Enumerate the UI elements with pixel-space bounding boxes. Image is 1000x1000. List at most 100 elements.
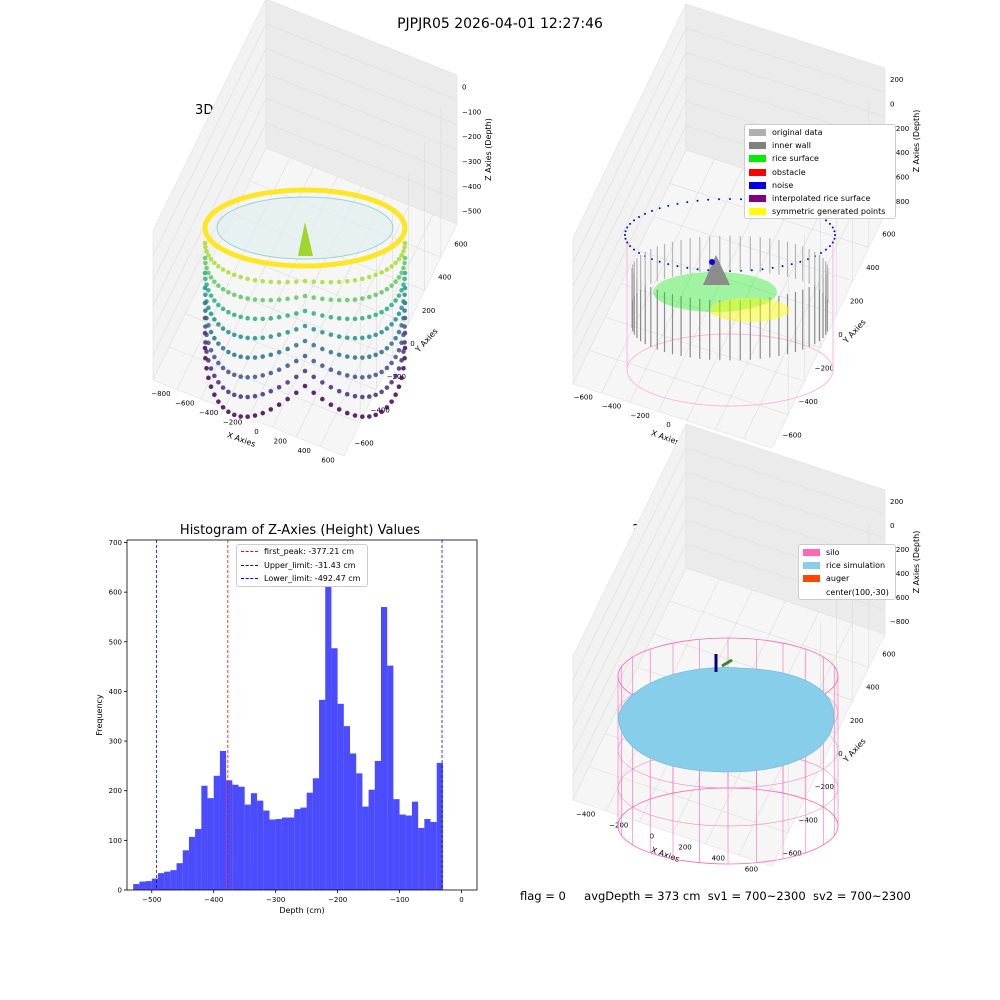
data-point	[320, 329, 325, 335]
data-point	[360, 276, 365, 282]
data-point	[399, 288, 404, 293]
data-point	[202, 330, 208, 336]
data-point	[384, 405, 390, 410]
histogram-bar	[337, 703, 344, 890]
histogram-bar	[300, 807, 307, 890]
data-point	[231, 372, 237, 378]
histogram-bar	[331, 648, 338, 890]
histogram-bar	[312, 778, 320, 890]
center-cone	[703, 255, 730, 285]
grid-line	[152, 48, 267, 281]
data-point	[212, 298, 217, 303]
data-point	[220, 385, 226, 390]
data-point	[352, 413, 358, 418]
x-tick-label: 0	[459, 896, 463, 904]
data-point	[245, 315, 250, 321]
y-tick-label: 0	[838, 750, 842, 758]
data-point	[336, 352, 342, 358]
data-point	[226, 309, 231, 315]
data-point	[208, 275, 214, 280]
data-point	[311, 311, 317, 316]
data-point	[336, 297, 342, 303]
legend-entry: silo	[799, 546, 895, 559]
legend-swatch	[803, 562, 820, 570]
histogram-bar	[319, 699, 326, 890]
data-point	[216, 322, 221, 327]
histogram-bar	[244, 804, 251, 890]
noise-point	[626, 241, 629, 244]
data-point	[379, 349, 384, 355]
y-tick-label: 200	[850, 717, 863, 725]
grid-line	[152, 73, 267, 306]
data-point	[389, 302, 394, 308]
histogram-bar	[343, 726, 351, 890]
data-point	[402, 308, 407, 313]
data-point	[268, 297, 274, 303]
data-point	[360, 296, 365, 301]
data-point	[366, 414, 372, 419]
data-point	[379, 369, 384, 375]
noise-point	[824, 248, 827, 251]
histogram-bar	[195, 828, 202, 890]
histogram-bar	[436, 762, 443, 890]
data-point	[379, 309, 384, 315]
data-point	[311, 295, 317, 300]
histogram-bar	[226, 780, 233, 890]
legend-entry: noise	[745, 179, 895, 192]
data-point	[344, 391, 350, 397]
data-point	[311, 342, 317, 348]
data-point	[208, 329, 214, 335]
data-point	[212, 392, 217, 398]
data-point	[268, 388, 274, 394]
panel2-legend: original data inner wall rice surface obsta…	[744, 124, 896, 220]
histogram-bar	[356, 773, 363, 890]
z-tick-label: −400	[890, 149, 909, 157]
histogram-bar	[232, 784, 239, 890]
x-tick-label: −200	[609, 822, 628, 830]
data-point	[320, 279, 325, 285]
z-tick-label: −400	[462, 183, 481, 191]
grid-line	[572, 125, 687, 360]
data-point	[202, 255, 208, 261]
histogram-chart: −500 −400 −300 −200 −100 0 0 100 200 300 400 500 600…	[95, 539, 478, 915]
noise-point	[739, 198, 742, 201]
data-point	[231, 392, 237, 398]
legend-entry: obstacle	[745, 166, 895, 179]
data-point	[202, 345, 208, 351]
data-point	[401, 299, 406, 304]
grid-line	[572, 543, 687, 777]
data-point	[252, 335, 258, 341]
legend-label: Upper_limit: -31.43 cm	[264, 560, 356, 570]
noise-point	[831, 241, 834, 244]
data-point	[344, 316, 350, 322]
grid-line	[169, 346, 361, 424]
data-point	[202, 240, 208, 246]
data-point	[320, 346, 325, 352]
data-point	[344, 335, 350, 341]
data-point	[373, 392, 379, 398]
noise-point	[833, 237, 836, 240]
data-point	[204, 349, 209, 354]
y-tick-label: 0	[118, 887, 122, 895]
histogram-bar	[294, 809, 301, 890]
grid-line	[572, 495, 687, 729]
noise-point	[761, 268, 764, 271]
data-point	[360, 315, 365, 321]
data-point	[344, 354, 350, 359]
data-point	[389, 283, 394, 288]
noise-point	[667, 263, 670, 266]
rice-simulation-surface	[617, 667, 835, 773]
noise-point	[771, 266, 774, 269]
legend-label: silo	[826, 548, 840, 558]
panel1-3d-plot[interactable]: −800 −600 −400 −200 0 200 400 600 −600 −400 −200 0 2…	[0, 0, 500, 500]
x-tick-label: 600	[321, 456, 334, 464]
noise-point	[623, 234, 626, 236]
sv2-text: sv2 = 700~2300	[812, 889, 911, 903]
data-point	[276, 314, 282, 320]
noise-point	[633, 219, 636, 222]
x-tick-label: 0	[650, 833, 654, 841]
noise-point	[658, 207, 661, 210]
data-point	[260, 391, 266, 397]
data-point	[320, 296, 325, 302]
data-point	[360, 335, 365, 341]
